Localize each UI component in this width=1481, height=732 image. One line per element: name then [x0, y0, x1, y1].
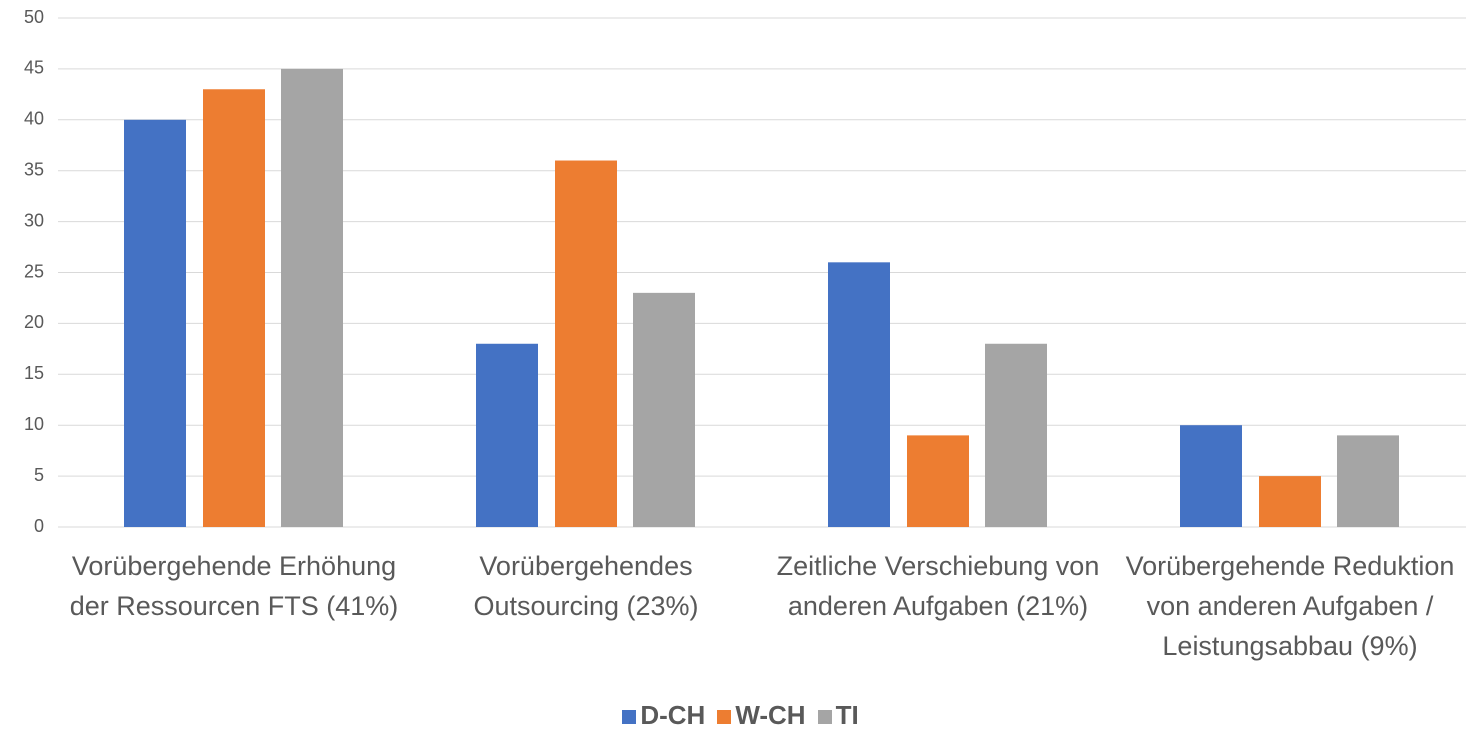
bar	[828, 262, 890, 527]
y-tick-label: 25	[24, 261, 44, 281]
bar	[907, 435, 969, 527]
legend-label: TI	[835, 700, 859, 730]
y-tick-label: 45	[24, 58, 44, 78]
bar	[124, 119, 186, 528]
y-tick-label: 20	[24, 312, 44, 332]
x-tick-label: Vorübergehende Erhöhung der Ressourcen F…	[69, 551, 399, 621]
y-tick-label: 40	[24, 109, 44, 129]
y-tick-label: 0	[34, 516, 44, 536]
legend-swatch	[717, 710, 732, 724]
bar	[633, 292, 695, 527]
x-tick-label: Zeitliche Verschiebung von anderen Aufga…	[776, 551, 1100, 621]
x-tick-label: Vorübergehende Reduktion von anderen Auf…	[1125, 551, 1455, 661]
y-tick-label: 10	[24, 414, 44, 434]
legend-swatch	[622, 710, 637, 724]
bar	[281, 68, 343, 528]
legend-swatch	[817, 710, 832, 724]
y-tick-label: 5	[34, 465, 44, 485]
bar	[203, 89, 265, 527]
legend: D-CH W-CH TI	[0, 700, 1481, 731]
y-tick-label: 30	[24, 210, 44, 230]
bar	[555, 160, 617, 527]
bar	[985, 343, 1047, 527]
bar	[476, 343, 538, 527]
bar	[1259, 476, 1321, 527]
legend-label: D-CH	[640, 700, 706, 730]
y-tick-label: 35	[24, 159, 44, 179]
legend-label: W-CH	[735, 700, 806, 730]
y-tick-label: 15	[24, 363, 44, 383]
legend-item: D-CH	[622, 700, 705, 731]
bar	[1337, 435, 1399, 527]
legend-item: W-CH	[717, 700, 806, 731]
legend-item: TI	[817, 700, 859, 731]
x-tick-label: Vorübergehendes Outsourcing (23%)	[473, 551, 699, 621]
y-tick-label: 50	[24, 7, 44, 27]
bar	[1180, 425, 1242, 527]
